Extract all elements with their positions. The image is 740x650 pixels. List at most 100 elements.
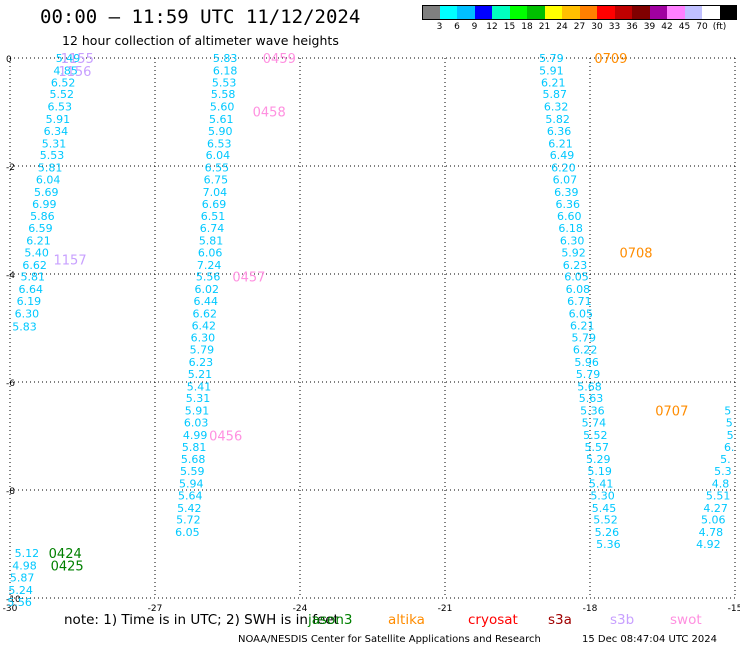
wave-height-value: 5.53 [212,76,237,89]
wave-height-value: 5.45 [592,502,617,515]
wave-height-value: 6.30 [15,307,40,320]
pass-time-label: 1155 [61,52,94,67]
color-scale-label: 3 [436,22,443,32]
wave-height-value: 5.82 [545,113,570,126]
wave-height-value: 5.19 [587,465,612,478]
wave-height-value: 6.32 [544,101,569,114]
wave-height-value: 5.69 [34,186,59,199]
wave-height-value: 5.57 [585,441,610,454]
color-scale-frame [422,5,737,20]
x-tick-label: -27 [148,604,163,614]
color-swatch [597,5,615,20]
wave-height-value: 6.02 [194,283,219,296]
wave-height-value: 5.79 [539,52,564,65]
wave-height-value: 6.59 [28,222,53,235]
wave-height-value: 7.04 [203,186,228,199]
color-swatch [614,5,632,20]
wave-height-value: 5.68 [577,380,602,393]
pass-time-label: 0709 [594,52,627,67]
pass-time-label: 0424 [49,547,82,562]
wave-height-value: 5.60 [210,101,235,114]
wave-height-value: 6.36 [547,125,572,138]
wave-height-value: 6.49 [550,149,575,162]
pass-time-label: 0707 [655,405,688,420]
wave-height-value: 5.12 [15,547,40,560]
color-scale-label: 15 [503,22,516,32]
wave-height-value: 5 [724,405,731,418]
color-swatch [579,5,597,20]
wave-height-value: 5.40 [24,246,49,259]
wave-height-value: 6.06 [198,246,223,259]
wave-height-value: 5.91 [539,64,564,77]
wave-height-value: 5.31 [186,392,211,405]
color-swatch [439,5,457,20]
wave-height-value: 5.06 [701,514,726,527]
wave-height-value: 6.62 [193,307,218,320]
color-swatch [562,5,580,20]
wave-height-value: 6. [724,441,735,454]
wave-height-value: 5. [720,453,731,466]
wave-height-value: 5.63 [579,392,604,405]
wave-height-value: 7.24 [197,259,222,272]
wave-height-value: 5.59 [180,465,205,478]
wave-height-value: 5.31 [42,137,67,150]
wave-height-value: 6.69 [202,198,227,211]
x-tick-label: -24 [293,604,308,614]
wave-height-value: 5.51 [706,489,731,502]
wave-height-value: 6.21 [26,235,51,248]
wave-height-value: 6.99 [32,198,57,211]
wave-height-value: 6.52 [51,76,76,89]
wave-height-value: 5.41 [187,380,212,393]
wave-height-value: 5.81 [20,271,45,284]
wave-height-value: 5.29 [586,453,611,466]
wave-height-value: 5.21 [188,368,213,381]
color-swatch [492,5,510,20]
wave-height-value: 5.68 [181,453,206,466]
color-scale-label: 9 [471,22,478,32]
color-swatch [544,5,562,20]
wave-height-value: 5 [727,429,734,442]
chart-subtitle: 12 hour collection of altimeter wave hei… [62,33,339,48]
color-scale-label: 27 [573,22,586,32]
wave-height-value: 5.56 [196,271,221,284]
wave-height-value: 6.42 [192,319,217,332]
color-scale-label: 45 [678,22,691,32]
wave-height-value: 6.18 [213,64,238,77]
satellite-legend-item: swot [670,612,702,628]
wave-height-value: 6.30 [560,235,585,248]
color-swatch [667,5,685,20]
color-swatch [632,5,650,20]
wave-height-value: 5.81 [199,235,224,248]
color-swatch [527,5,545,20]
color-scale-label: (ft) [712,22,727,32]
wave-height-value: 5.24 [8,584,33,597]
wave-height-value: 6.22 [573,344,598,357]
wave-height-value: 5.79 [576,368,601,381]
wave-height-value: 5.79 [571,332,596,345]
wave-height-value: 6.53 [207,137,232,150]
pass-time-label: 1157 [54,253,87,268]
wave-height-value: 6.53 [48,101,73,114]
wave-height-value: 6.07 [553,174,578,187]
wave-height-value: 6.21 [548,137,573,150]
color-scale-label: 39 [643,22,656,32]
wave-height-value: 6.04 [206,149,231,162]
satellite-legend-item: jason3 [308,612,353,628]
wave-height-value: 5.91 [185,405,210,418]
color-scale-label: 33 [608,22,621,32]
wave-height-value: 6.36 [556,198,581,211]
y-tick-label: -6 [6,379,15,389]
wave-height-value: 5.30 [590,489,615,502]
x-tick-label: -15 [728,604,740,614]
wave-height-value: 5.36 [596,538,621,551]
wave-height-value: 4.99 [183,429,208,442]
color-swatch [474,5,492,20]
color-scale-label: 42 [661,22,673,32]
x-tick-label: -18 [583,604,598,614]
wave-height-value: 5.52 [593,514,618,527]
wave-height-value: 5.42 [177,502,202,515]
wave-height-value: 6.08 [566,283,591,296]
wave-height-value: 5.96 [574,356,599,369]
satellite-legend-item: s3a [548,612,572,628]
